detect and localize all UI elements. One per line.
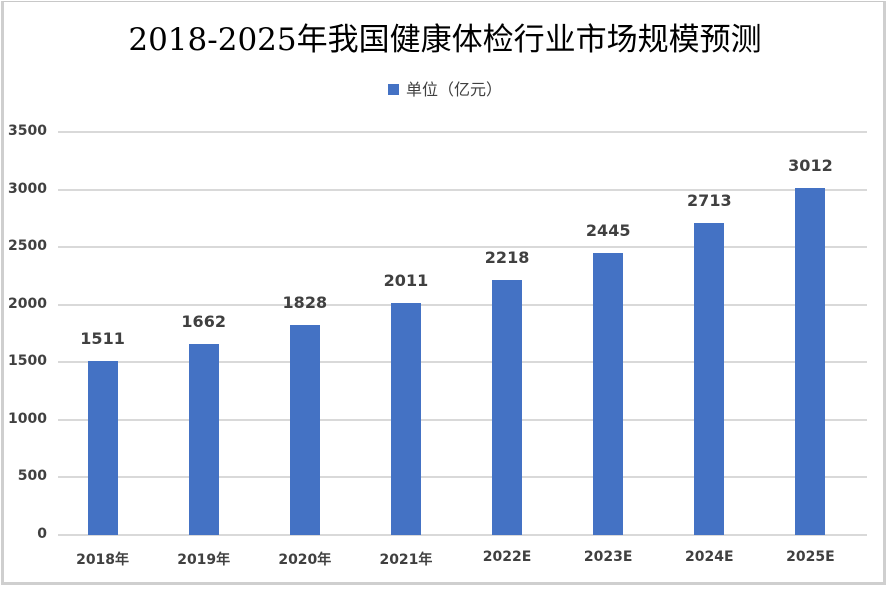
bar [390,303,421,535]
y-tick-label: 0 [37,526,47,542]
bar-value-label: 2445 [585,221,631,241]
bar [795,188,826,535]
bar-value-label: 2713 [687,190,732,210]
plot-area: 1511 1662 1828 2011 2218 2445 2713 3012 [58,131,867,536]
bar-value-label: 2011 [383,271,429,291]
x-tick-label: 2022E [482,549,532,565]
x-tick-label: 2020年 [278,552,332,568]
gridline [58,418,867,421]
gridline [58,361,867,364]
y-tick-label: 3000 [8,180,47,197]
y-tick-label: 2000 [8,295,47,312]
bar [694,222,725,535]
bar-value-label: 1828 [282,292,328,312]
x-tick-label: 2024E [685,549,734,565]
bar [593,253,624,535]
x-tick-label: 2021年 [379,552,433,568]
bar-value-label: 1511 [80,329,125,349]
gridline [58,131,867,133]
bar [188,343,219,535]
x-tick-label: 2018年 [76,552,130,568]
gridline [58,534,867,536]
legend-swatch-icon [387,84,399,95]
chart-title: 2018-2025年我国健康体检行业市场规模预测 [128,22,762,58]
x-tick-label: 2023E [583,549,633,565]
bar-value-label: 2218 [484,247,530,267]
x-tick-label: 2025E [786,549,835,565]
y-tick-label: 3500 [8,123,47,139]
bar [492,279,523,535]
x-tick-label: 2019年 [177,552,231,568]
y-tick-label: 1000 [8,410,47,427]
gridline [58,188,867,191]
y-tick-label: 1500 [8,353,47,370]
bar-value-label: 1662 [181,311,226,331]
bar-value-label: 3012 [788,156,833,176]
bar [289,324,320,535]
gridline [58,246,867,249]
chart-legend: 单位（亿元） [0,76,890,100]
legend-label: 单位（亿元） [405,80,502,99]
y-tick-label: 500 [17,468,47,485]
bar [87,361,118,535]
gridline [58,303,867,306]
y-tick-label: 2500 [8,238,47,255]
gridline [58,476,867,479]
